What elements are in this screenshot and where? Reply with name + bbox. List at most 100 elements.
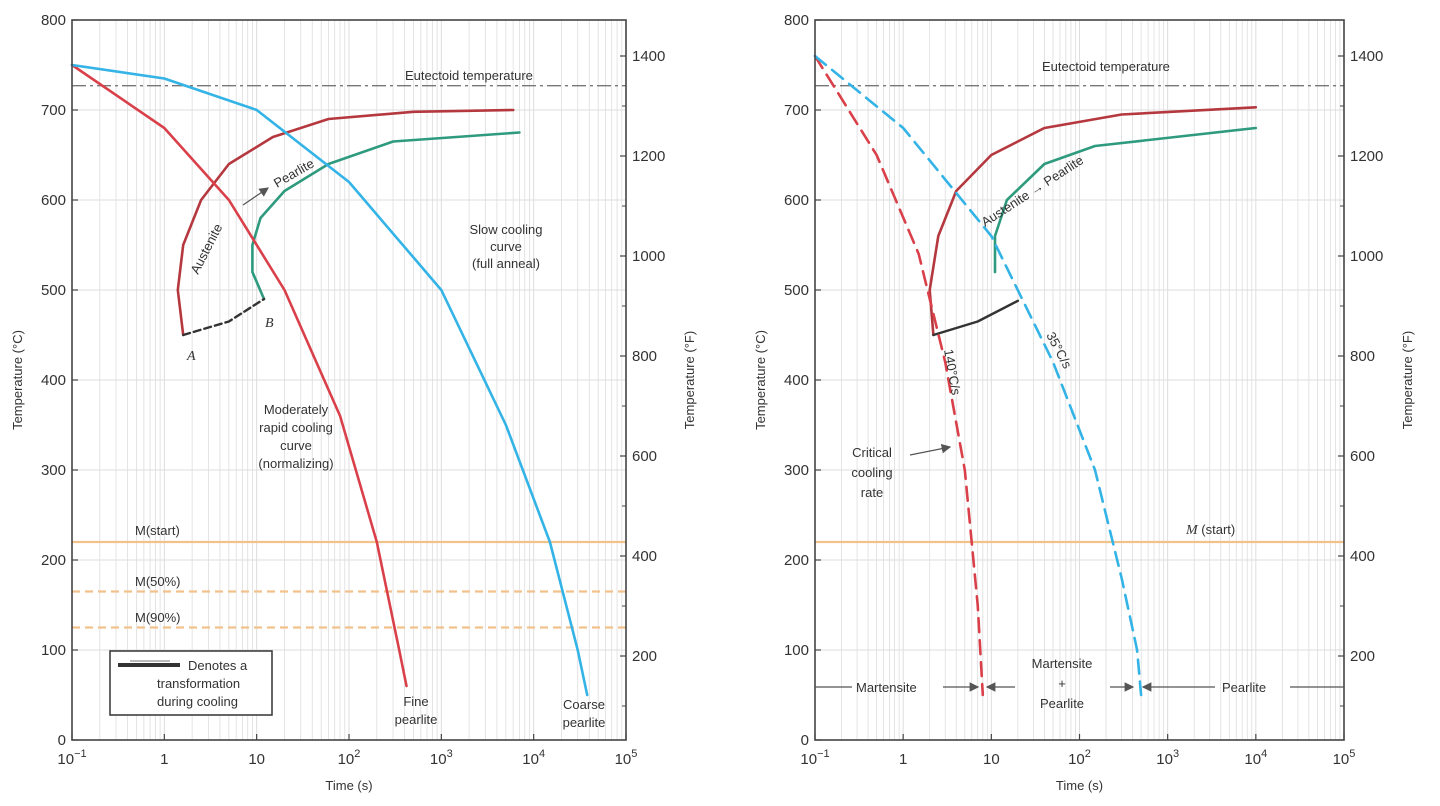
left-y-tick-label: 800 xyxy=(41,12,66,29)
left-chart-text: Eutectoid temperature Austenite Pearlite… xyxy=(109,68,606,730)
right-austenite-pearlite-label: Austenite → Pearlite xyxy=(978,152,1086,229)
m-start-label: M(start) xyxy=(135,523,180,538)
right-y-right-tick-label: 600 xyxy=(1350,448,1375,465)
left-transformation-end-curve xyxy=(251,131,521,301)
left-y-tick-label: 100 xyxy=(41,642,66,659)
left-y-tick-label: 700 xyxy=(41,102,66,119)
right-y-right-tick-label: 200 xyxy=(1350,648,1375,665)
svg-text:Fine: Fine xyxy=(403,694,428,709)
left-y-right-tick-label: 800 xyxy=(632,348,657,365)
left-y-tick-label: 500 xyxy=(41,282,66,299)
right-x-axis-label: Time (s) xyxy=(1056,778,1103,793)
label-a: A xyxy=(186,349,196,364)
left-series-0-line xyxy=(70,63,408,688)
right-x-tick-label: 1 xyxy=(899,751,907,768)
critical-rate-label: Critical cooling rate xyxy=(851,445,892,500)
left-y-tick-label: 600 xyxy=(41,192,66,209)
left-series-1-line xyxy=(70,63,589,697)
legend-box: Denotes a transformation during cooling xyxy=(109,650,273,716)
right-y-tick-label: 800 xyxy=(784,12,809,29)
m-50-label: M(50%) xyxy=(135,574,181,589)
right-y-tick-label: 100 xyxy=(784,642,809,659)
right-series-0-line xyxy=(813,54,985,697)
left-x-tick-label: 105 xyxy=(615,748,638,768)
slow-cooling-label: Slow cooling curve (full anneal) xyxy=(470,222,543,271)
right-y-right-tick-label: 1000 xyxy=(1350,248,1383,265)
svg-text:curve: curve xyxy=(280,438,312,453)
right-eutectoid-label: Eutectoid temperature xyxy=(1042,59,1170,74)
svg-text:(normalizing): (normalizing) xyxy=(258,456,333,471)
label-b: B xyxy=(265,316,274,331)
right-y-tick-label: 200 xyxy=(784,552,809,569)
left-x-tick-label: 103 xyxy=(430,748,453,768)
left-y-tick-label: 400 xyxy=(41,372,66,389)
left-x-tick-label: 10 xyxy=(248,751,265,768)
right-ab-solid-line xyxy=(932,299,1020,337)
right-y-axis-label: Temperature (°C) xyxy=(753,330,768,430)
right-x-tick-label: 10 xyxy=(983,751,1000,768)
right-m-start-label: M (start) xyxy=(1185,522,1235,538)
left-y-right-tick-label: 1000 xyxy=(632,248,665,265)
martensite-label: Martensite xyxy=(856,680,917,695)
right-y-right-tick-label: 400 xyxy=(1350,548,1375,565)
right-x-tick-label: 104 xyxy=(1244,748,1267,768)
right-y-right-axis-label: Temperature (°F) xyxy=(1400,331,1415,429)
left-x-tick-label: 102 xyxy=(338,748,361,768)
left-y-right-tick-label: 1400 xyxy=(632,48,665,65)
left-y-tick-label: 200 xyxy=(41,552,66,569)
left-y-right-tick-label: 1200 xyxy=(632,148,665,165)
right-transformation-start-curve xyxy=(928,106,1258,337)
svg-text:during cooling: during cooling xyxy=(157,694,238,709)
left-ab-dashed-line xyxy=(182,297,266,337)
moderate-cooling-label: Moderately rapid cooling curve (normaliz… xyxy=(258,402,333,471)
right-y-tick-label: 500 xyxy=(784,282,809,299)
right-x-tick-label: 103 xyxy=(1156,748,1179,768)
svg-text:transformation: transformation xyxy=(157,676,240,691)
svg-text:Critical: Critical xyxy=(852,445,892,460)
left-eutectoid-label: Eutectoid temperature xyxy=(405,68,533,83)
svg-text:Coarse: Coarse xyxy=(563,697,605,712)
svg-text:Moderately: Moderately xyxy=(264,402,329,417)
svg-text:Denotes a: Denotes a xyxy=(188,658,248,673)
martensite-pearlite-label: Martensite + Pearlite xyxy=(1032,656,1093,711)
right-y-right-tick-label: 800 xyxy=(1350,348,1375,365)
svg-text:Martensite: Martensite xyxy=(1032,656,1093,671)
left-y-tick-label: 0 xyxy=(58,732,66,749)
right-x-tick-label: 102 xyxy=(1068,748,1091,768)
left-y-right-axis-label: Temperature (°F) xyxy=(682,331,697,429)
left-y-right-tick-label: 400 xyxy=(632,548,657,565)
left-y-tick-label: 300 xyxy=(41,462,66,479)
coarse-pearlite-label: Coarse pearlite xyxy=(563,697,606,730)
svg-text:pearlite: pearlite xyxy=(395,712,438,727)
left-chart: 0 100 200 300 400 500 600 700 800 200 400 600 800 100… xyxy=(10,12,697,793)
right-x-tick-label: 10−1 xyxy=(800,748,829,768)
left-x-tick-label: 1 xyxy=(160,751,168,768)
svg-text:rate: rate xyxy=(861,485,883,500)
left-y-right-tick-label: 600 xyxy=(632,448,657,465)
svg-text:pearlite: pearlite xyxy=(563,715,606,730)
pearlite-region-label: Pearlite xyxy=(1222,680,1266,695)
right-y-tick-label: 600 xyxy=(784,192,809,209)
right-x-tick-label: 105 xyxy=(1333,748,1356,768)
svg-text:Slow cooling: Slow cooling xyxy=(470,222,543,237)
left-x-tick-label: 10−1 xyxy=(57,748,86,768)
svg-text:cooling: cooling xyxy=(851,465,892,480)
svg-text:(full anneal): (full anneal) xyxy=(472,256,540,271)
m-90-label: M(90%) xyxy=(135,610,181,625)
rate-fast-label: 140°C/s xyxy=(941,348,964,397)
right-y-right-tick-label: 1200 xyxy=(1350,148,1383,165)
left-arrow xyxy=(242,187,269,206)
right-y-tick-label: 300 xyxy=(784,462,809,479)
svg-text:+: + xyxy=(1058,676,1066,691)
right-chart: 0 100 200 300 400 500 600 700 800 200 400 600 800 100… xyxy=(753,12,1415,793)
left-x-tick-label: 104 xyxy=(522,748,545,768)
svg-text:Pearlite: Pearlite xyxy=(1040,696,1084,711)
left-y-right-tick-label: 200 xyxy=(632,648,657,665)
left-transformation-start-curve xyxy=(176,108,515,337)
critical-arrow xyxy=(909,443,952,456)
fine-pearlite-label: Fine pearlite xyxy=(395,694,438,727)
right-y-right-tick-label: 1400 xyxy=(1350,48,1383,65)
right-series-1-line xyxy=(813,54,1143,697)
svg-text:rapid cooling: rapid cooling xyxy=(259,420,333,435)
